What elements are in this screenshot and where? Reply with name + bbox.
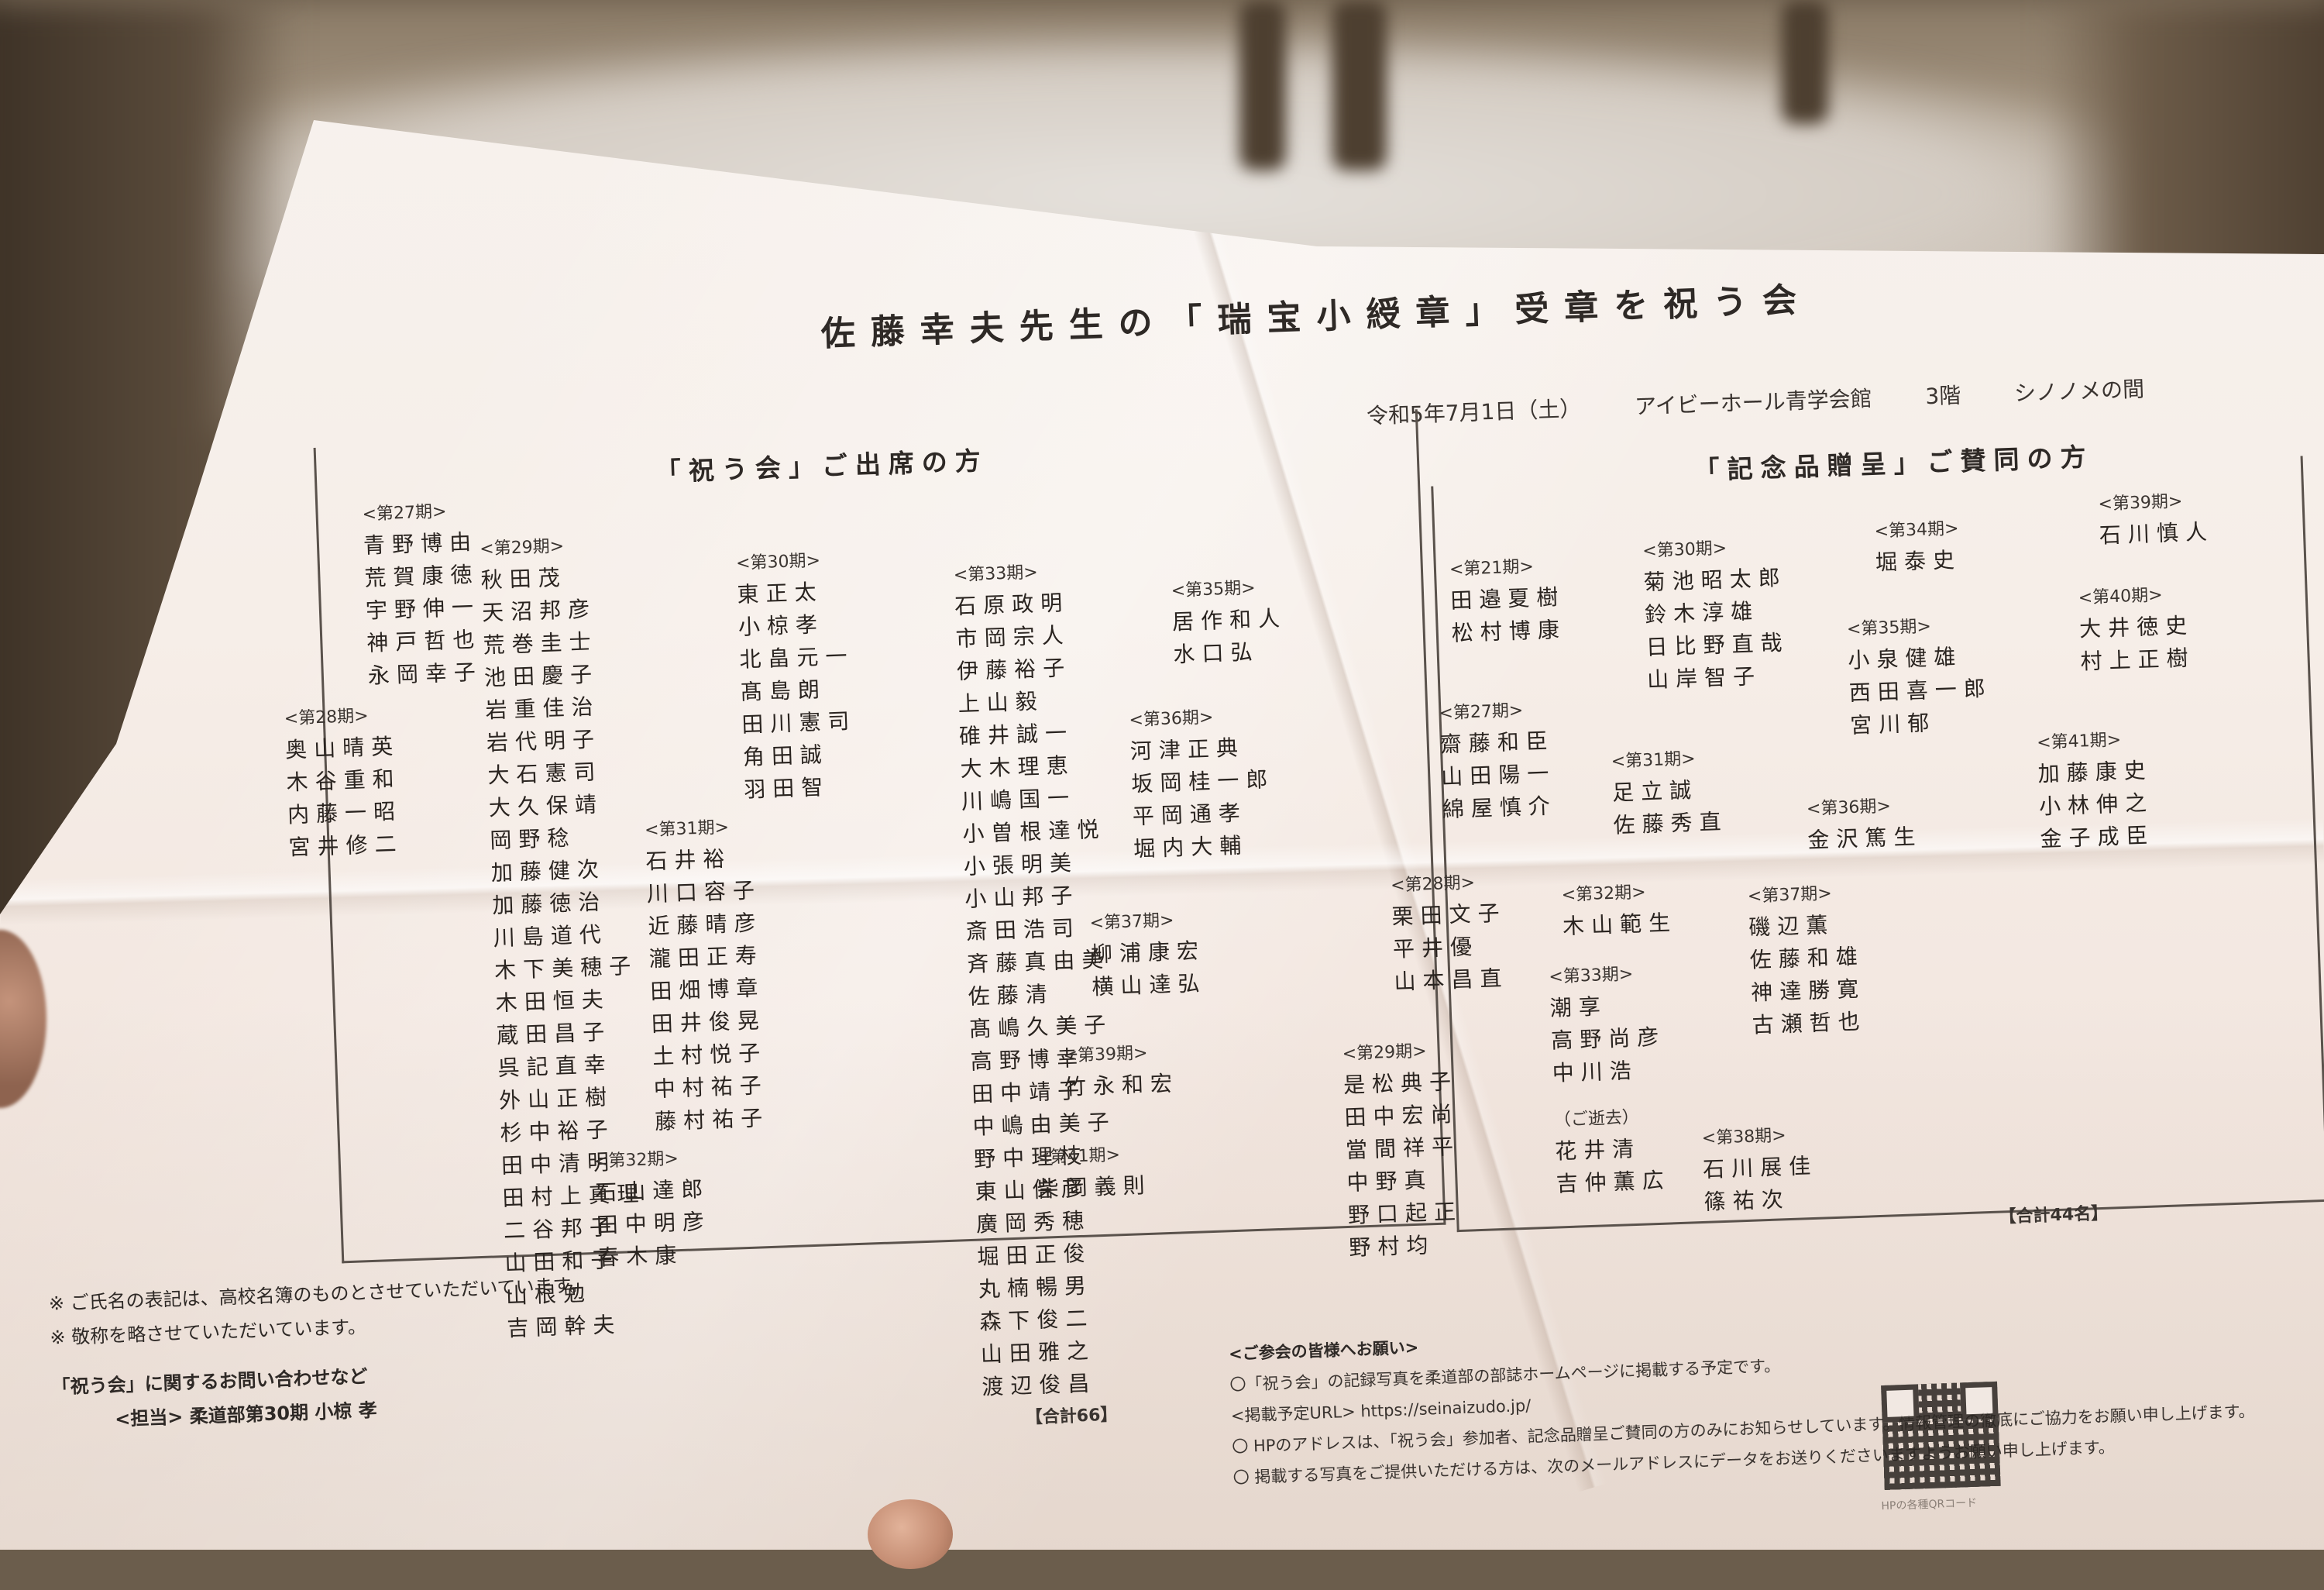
term-label: <第36期> bbox=[1806, 797, 1892, 819]
term-label: <第29期> bbox=[479, 536, 565, 559]
term-label: <第27期> bbox=[362, 502, 447, 525]
term-label: <第33期> bbox=[953, 563, 1039, 586]
glass bbox=[1332, 0, 1387, 170]
bottle bbox=[1239, 0, 1286, 170]
name-group: <第35期> 居作和人 水口弘 bbox=[1171, 570, 1352, 671]
person-name: 藤村祐子 bbox=[654, 1104, 770, 1135]
term-label: <第28期> bbox=[1390, 872, 1476, 896]
person-name: 堀泰史 bbox=[1875, 546, 1962, 576]
person-name: 竹永和宏 bbox=[1064, 1070, 1180, 1100]
term-label: <第30期> bbox=[1642, 539, 1728, 562]
person-name: 金沢篤生 bbox=[1807, 823, 1923, 853]
event-details: 令和5年7月1日（土） アイビーホール青学会館 3階 シノノメの間 bbox=[1366, 370, 2191, 430]
person-name: 古瀬哲也 bbox=[1752, 1008, 1868, 1038]
supporters-total: 【合計44名】 bbox=[1999, 1203, 2109, 1227]
name-group: <第37期> 磯辺薫 佐藤和雄 神達勝寛 古瀬哲也 bbox=[1747, 876, 1930, 1042]
term-label: <第37期> bbox=[1089, 910, 1174, 934]
name-group: <第36期> 金沢篤生 bbox=[1806, 789, 1986, 857]
person-name: 木山範生 bbox=[1562, 909, 1678, 940]
term-label: <第33期> bbox=[1548, 964, 1634, 987]
name-group: <第39期> 竹永和宏 bbox=[1063, 1036, 1243, 1104]
term-label: <第36期> bbox=[1129, 707, 1214, 731]
name-group: <第27期> 齋藤和臣 山田陽一 綿屋慎介 bbox=[1439, 693, 1621, 826]
term-label: <第31期> bbox=[644, 817, 730, 841]
person-name: 石川慎人 bbox=[2099, 518, 2215, 549]
term-label: <第27期> bbox=[1439, 700, 1524, 724]
term-label: <第41期> bbox=[2036, 730, 2122, 753]
term-label: <第37期> bbox=[1747, 883, 1833, 907]
name-group: <第28期> 栗田文子 平井優 山本昌直 bbox=[1391, 866, 1573, 999]
name-group: <第35期> 小泉健雄 西田喜一郎 宮川郁 bbox=[1846, 609, 2029, 742]
term-label: <第41期> bbox=[1035, 1145, 1121, 1168]
person-name: 春木康 bbox=[596, 1241, 684, 1271]
term-label: <第30期> bbox=[735, 551, 821, 574]
person-name: 柴岡義則 bbox=[1036, 1172, 1153, 1202]
person-name: 山本昌直 bbox=[1393, 965, 1510, 995]
term-label: <第29期> bbox=[1342, 1041, 1427, 1065]
term-label: <第39期> bbox=[1063, 1043, 1148, 1066]
qr-caption: HPの各種QRコード bbox=[1881, 1496, 1978, 1513]
term-label: <第35期> bbox=[1846, 617, 1932, 640]
term-label: <第32期> bbox=[1561, 883, 1646, 906]
term-label: <第39期> bbox=[2098, 491, 2183, 515]
bottle bbox=[1782, 0, 1828, 124]
name-group: <第34期> 堀泰史 bbox=[1874, 511, 2054, 580]
person-name: 村上正樹 bbox=[2080, 645, 2196, 675]
term-label: <第21期> bbox=[1449, 557, 1535, 580]
person-name: 宮川郁 bbox=[1849, 710, 1937, 738]
qr-code bbox=[1881, 1381, 2001, 1491]
name-group: <第31期> 石井裕 川口容子 近藤晴彦 瀧田正寿 田畑博章 田井俊晃 土村悦子 中村祐子 藤村祐… bbox=[644, 810, 833, 1138]
term-label: <第38期> bbox=[1701, 1126, 1787, 1148]
person-name: 堀内大輔 bbox=[1133, 832, 1249, 862]
person-name: 金子成臣 bbox=[2040, 822, 2156, 852]
term-label: <第28期> bbox=[284, 706, 370, 729]
person-name: 渡辺俊昌 bbox=[981, 1370, 1097, 1400]
person-name: 中川浩 bbox=[1552, 1057, 1639, 1086]
name-group: <第28期> 奥山晴英 木谷重和 内藤一昭 宮井修二 bbox=[284, 698, 467, 864]
term-label: <第31期> bbox=[1611, 749, 1697, 772]
name-group: <第30期> 東正太 小椋孝 北畠元一 髙島朗 田川憲司 角田誠 羽田智 bbox=[736, 543, 923, 807]
term-label: <第34期> bbox=[1874, 518, 1959, 542]
request-box: <ご参会の皆様へお願い> 〇「祝う会」の記録写真を柔道部の部誌ホームページに掲載… bbox=[1228, 1303, 2256, 1493]
holding-thumb bbox=[868, 1499, 953, 1569]
term-label: <第32期> bbox=[593, 1149, 679, 1172]
name-group: <第39期> 石川慎人 bbox=[2098, 484, 2278, 552]
person-name: 水口弘 bbox=[1173, 638, 1260, 668]
name-group: <第32期> 石山達郎 田中明彦 春木康 bbox=[593, 1141, 776, 1275]
name-group: <第38期> 石川展佳 篠祐次 bbox=[1701, 1118, 1882, 1219]
person-name: 佐藤秀直 bbox=[1613, 808, 1729, 838]
person-name: 野村均 bbox=[1348, 1232, 1435, 1261]
person-name: 羽田智 bbox=[743, 773, 830, 803]
person-name: 横山達弘 bbox=[1091, 970, 1208, 1000]
person-name: 綿屋慎介 bbox=[1442, 793, 1558, 823]
name-group: <第40期> 大井徳史 村上正樹 bbox=[2078, 578, 2259, 679]
event-room: シノノメの間 bbox=[2013, 376, 2145, 407]
attendees-total: 【合計66】 bbox=[1025, 1405, 1118, 1428]
name-group: <第41期> 加藤康史 小林伸之 金子成臣 bbox=[2037, 723, 2219, 856]
document-title: 佐藤幸夫先生の「瑞宝小綬章」受章を祝う会 bbox=[820, 280, 1813, 354]
person-name: 山岸智子 bbox=[1646, 662, 1762, 693]
footnotes: ※ ご氏名の表記は、高校名簿のものとさせていただいています。 ※ 敬称を略させて… bbox=[48, 1268, 593, 1438]
person-name: 松村博康 bbox=[1451, 616, 1567, 646]
name-group: <第21期> 田邉夏樹 松村博康 bbox=[1449, 549, 1630, 650]
person-name: 篠祐次 bbox=[1703, 1186, 1791, 1215]
name-group: <第31期> 足立誠 佐藤秀直 bbox=[1611, 742, 1792, 842]
person-name: 宮井修二 bbox=[288, 831, 404, 861]
program-sheet: 佐藤幸夫先生の「瑞宝小綬章」受章を祝う会 令和5年7月1日（土） アイビーホール… bbox=[0, 0, 2324, 1550]
term-label: <第35期> bbox=[1171, 578, 1256, 601]
event-floor: 3階 bbox=[1924, 382, 1961, 410]
name-group: <第41期> 柴岡義則 bbox=[1036, 1137, 1216, 1206]
name-group: <第37期> 柳浦康宏 横山達弘 bbox=[1089, 903, 1270, 1003]
name-group: <第29期> 是松典子 田中宏尚 當間祥平 中野真 野口起正 野村均 bbox=[1342, 1034, 1528, 1265]
name-group: <第32期> 木山範生 bbox=[1561, 875, 1741, 943]
name-group: <第30期> 菊池昭太郎 鈴木淳雄 日比野直哉 山岸智子 bbox=[1642, 531, 1826, 697]
term-label: <第40期> bbox=[2078, 585, 2164, 608]
name-group: <第33期> 潮享 高野尚彦 中川浩 bbox=[1549, 957, 1731, 1090]
name-group: <第36期> 河津正典 坂岡桂一郎 平岡通孝 堀内大輔 bbox=[1129, 700, 1312, 866]
event-venue: アイビーホール青学会館 bbox=[1634, 385, 1873, 420]
